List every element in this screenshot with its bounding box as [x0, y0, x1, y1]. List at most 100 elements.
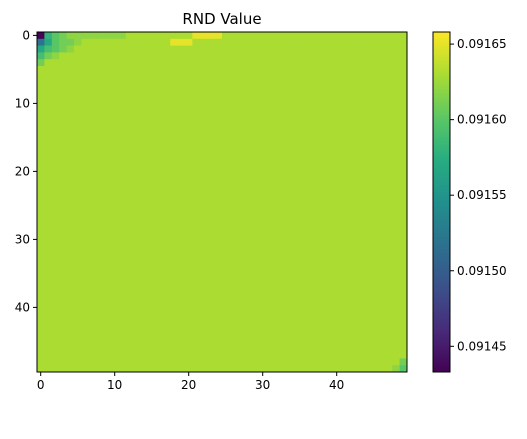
heatmap-cell: [192, 297, 201, 305]
heatmap-cell: [199, 32, 208, 40]
heatmap-cell: [310, 106, 319, 114]
heatmap-cell: [325, 120, 334, 128]
heatmap-cell: [148, 215, 156, 223]
heatmap-cell: [355, 120, 363, 128]
heatmap-cell: [37, 147, 45, 155]
heatmap-cell: [222, 222, 230, 230]
heatmap-cell: [288, 195, 297, 203]
heatmap-cell: [59, 134, 67, 142]
heatmap-cell: [222, 208, 230, 216]
heatmap-cell: [384, 208, 393, 216]
heatmap-cell: [118, 174, 127, 182]
heatmap-cell: [199, 297, 208, 305]
heatmap-cell: [325, 208, 334, 216]
heatmap-cell: [377, 66, 386, 74]
heatmap-cell: [51, 93, 60, 101]
heatmap-cell: [103, 324, 112, 332]
heatmap-cell: [133, 188, 141, 196]
heatmap-cell: [37, 256, 45, 264]
heatmap-cell: [88, 188, 97, 196]
heatmap-cell: [244, 344, 252, 352]
heatmap-cell: [37, 297, 45, 305]
heatmap-cell: [59, 283, 67, 291]
heatmap-cell: [303, 358, 312, 366]
heatmap-cell: [236, 229, 245, 237]
heatmap-cell: [118, 324, 127, 332]
heatmap-cell: [59, 52, 67, 60]
heatmap-cell: [318, 59, 326, 67]
heatmap-cell: [340, 93, 349, 101]
heatmap-cell: [44, 134, 53, 142]
heatmap-cell: [355, 331, 363, 339]
heatmap-cell: [244, 161, 252, 169]
heatmap-cell: [66, 236, 75, 244]
heatmap-cell: [370, 120, 378, 128]
heatmap-cell: [288, 324, 297, 332]
heatmap-cell: [207, 338, 215, 346]
heatmap-cell: [133, 338, 141, 346]
heatmap-cell: [44, 161, 53, 169]
heatmap-cell: [288, 202, 297, 210]
heatmap-cell: [44, 45, 53, 53]
heatmap-cell: [44, 168, 53, 176]
heatmap-cell: [251, 120, 260, 128]
heatmap-cell: [318, 32, 326, 40]
y-tick-label: 30: [15, 232, 30, 246]
heatmap-cell: [96, 344, 104, 352]
heatmap-cell: [236, 93, 245, 101]
heatmap-cell: [96, 106, 104, 114]
heatmap-cell: [66, 174, 75, 182]
heatmap-cell: [399, 154, 408, 162]
heatmap-cell: [214, 270, 223, 278]
heatmap-cell: [273, 140, 282, 148]
heatmap-cell: [199, 290, 208, 298]
heatmap-cell: [392, 310, 400, 318]
heatmap-cell: [229, 202, 238, 210]
heatmap-cell: [199, 222, 208, 230]
heatmap-cell: [370, 140, 378, 148]
heatmap-cell: [384, 38, 393, 46]
heatmap-cell: [37, 242, 45, 250]
heatmap-cell: [222, 310, 230, 318]
heatmap-cell: [296, 168, 304, 176]
heatmap-cell: [229, 161, 238, 169]
heatmap-cell: [281, 113, 289, 121]
x-axis: 0 10 20 30 40: [37, 372, 344, 392]
heatmap-cell: [229, 263, 238, 271]
heatmap-cell: [185, 86, 193, 94]
heatmap-cell: [103, 127, 112, 135]
heatmap-cell: [140, 263, 149, 271]
heatmap-cell: [199, 52, 208, 60]
heatmap-cell: [125, 32, 134, 40]
heatmap-cell: [392, 351, 400, 359]
heatmap-cell: [111, 317, 119, 325]
heatmap-cell: [199, 188, 208, 196]
heatmap-cell: [214, 127, 223, 135]
heatmap-cell: [296, 188, 304, 196]
heatmap-cell: [66, 79, 75, 87]
heatmap-cell: [51, 202, 60, 210]
heatmap-cell: [148, 93, 156, 101]
heatmap-cell: [185, 276, 193, 284]
heatmap-cell: [162, 120, 171, 128]
heatmap-cell: [333, 215, 341, 223]
heatmap-cell: [162, 86, 171, 94]
heatmap-cell: [377, 338, 386, 346]
heatmap-cell: [170, 161, 178, 169]
heatmap-cell: [370, 66, 378, 74]
heatmap-cell: [370, 147, 378, 155]
heatmap-cell: [392, 45, 400, 53]
heatmap-cell: [384, 317, 393, 325]
heatmap-cell: [281, 276, 289, 284]
heatmap-cell: [199, 270, 208, 278]
heatmap-cell: [59, 304, 67, 312]
heatmap-cell: [266, 181, 275, 189]
heatmap-cell: [229, 283, 238, 291]
heatmap-cell: [125, 147, 134, 155]
heatmap-cell: [207, 66, 215, 74]
x-tick-label: 40: [329, 378, 344, 392]
heatmap-cell: [74, 154, 82, 162]
heatmap-cell: [222, 113, 230, 121]
heatmap-cell: [51, 66, 60, 74]
heatmap-cell: [111, 263, 119, 271]
